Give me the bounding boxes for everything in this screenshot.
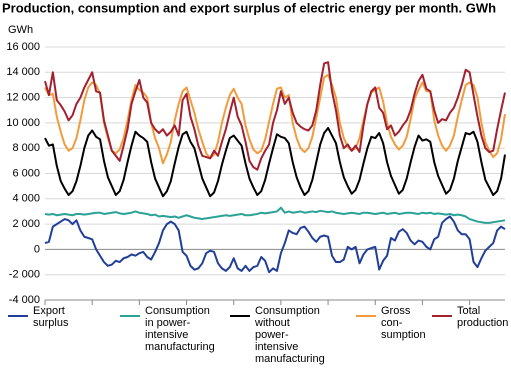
chart-title: Production, consumption and export surpl… [2, 0, 496, 15]
y-tick-label: 10 000 [6, 117, 40, 129]
series-line [44, 126, 506, 198]
series-line [44, 61, 506, 171]
y-tick-label: -4 000 [9, 294, 40, 305]
legend-label: Consumption without power- intensive man… [255, 305, 325, 365]
y-tick-label: 14 000 [6, 66, 40, 78]
series-line [44, 215, 506, 274]
legend-swatch [120, 315, 140, 317]
legend-label: Gross con- sumption [381, 305, 426, 341]
y-tick-label: -2 000 [9, 269, 40, 281]
legend-label: Consumption in power- intensive manufact… [145, 305, 215, 353]
y-tick-label: 12 000 [6, 92, 40, 104]
legend-swatch [356, 315, 376, 317]
y-tick-label: 0 [34, 243, 40, 255]
legend-swatch [230, 315, 250, 317]
chart: Production, consumption and export surpl… [2, 0, 506, 320]
legend-swatch [432, 315, 452, 317]
legend-label: Export surplus [33, 305, 69, 329]
y-tick-label: 2 000 [12, 218, 40, 230]
series-line [44, 206, 506, 224]
y-unit: GWh [8, 24, 33, 36]
y-tick-label: 6 000 [12, 167, 40, 179]
y-tick-label: 16 000 [6, 41, 40, 53]
y-tick-label: 4 000 [12, 193, 40, 205]
legend: Export surplus Consumption in power- inte… [0, 305, 511, 385]
legend-label: Total production [457, 305, 509, 329]
legend-swatch [8, 315, 28, 317]
series-line [44, 73, 506, 165]
y-tick-label: 8 000 [12, 142, 40, 154]
